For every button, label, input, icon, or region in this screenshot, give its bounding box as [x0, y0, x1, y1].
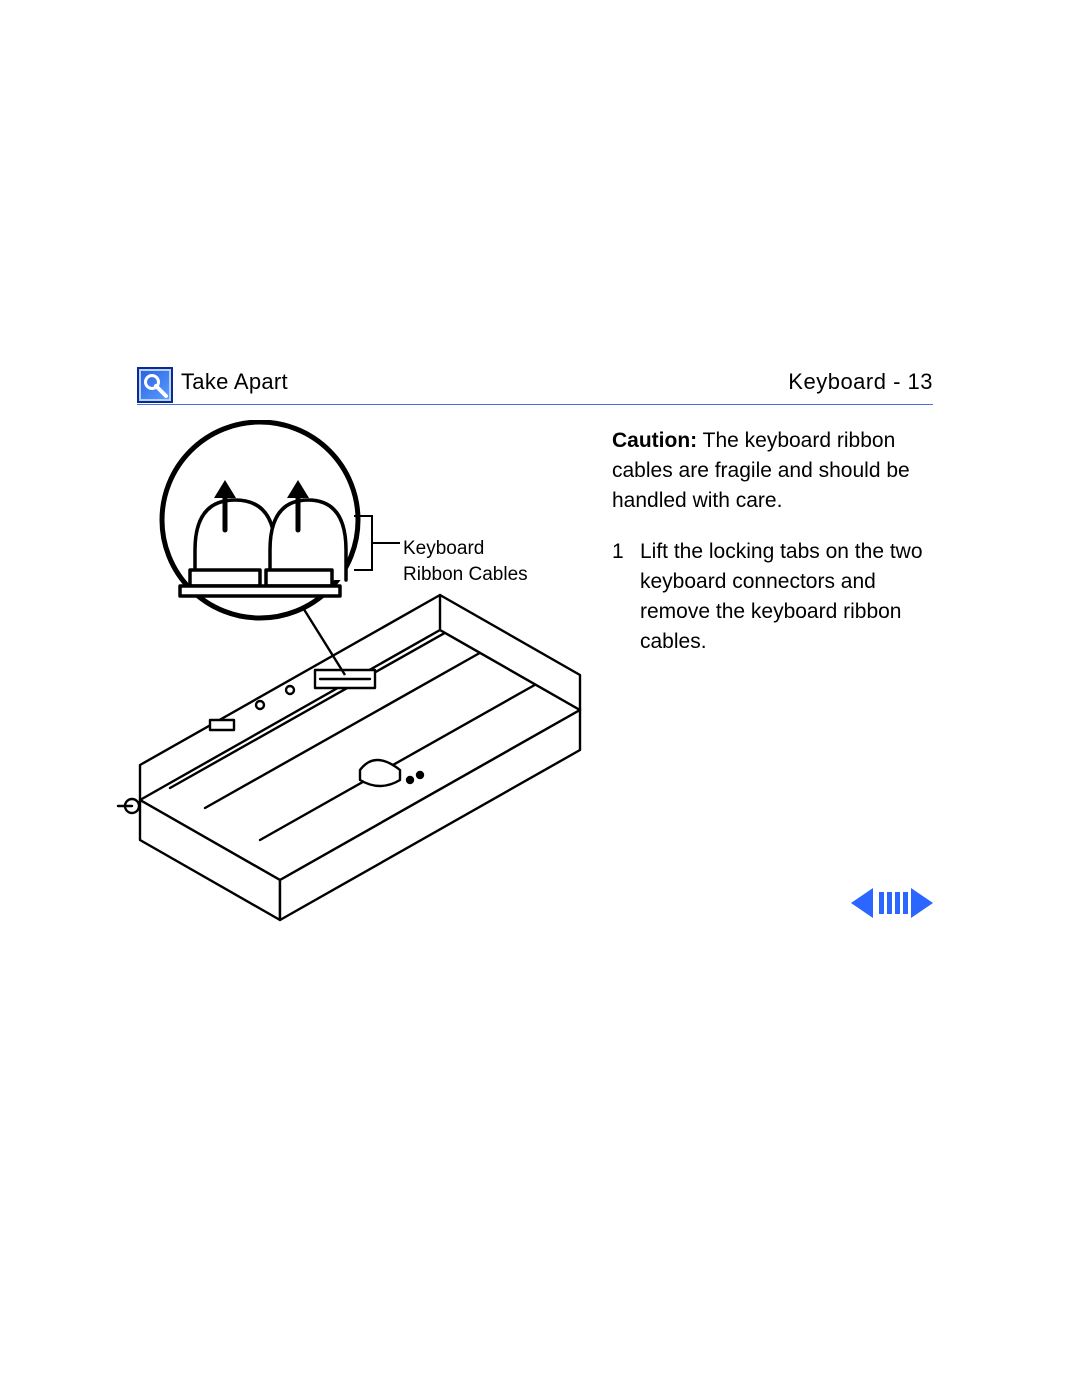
diagram-callout-label: Keyboard Ribbon Cables: [403, 536, 528, 587]
page: Take Apart Keyboard - 13: [0, 0, 1080, 1397]
nav-prev-button[interactable]: [851, 886, 877, 920]
instruction-column: Caution: The keyboard ribbon cables are …: [612, 426, 928, 657]
section-icon: [137, 367, 173, 403]
callout-line-2: Ribbon Cables: [403, 564, 528, 585]
step-item: 1 Lift the locking tabs on the two keybo…: [612, 537, 928, 656]
step-text: Lift the locking tabs on the two keyboar…: [640, 537, 928, 656]
callout-line-1: Keyboard: [403, 538, 484, 559]
keyboard-diagram: [110, 420, 595, 960]
section-title: Take Apart: [181, 369, 288, 395]
page-header: Take Apart Keyboard - 13: [137, 375, 933, 415]
page-reference: Keyboard - 13: [788, 369, 933, 395]
nav-index-button[interactable]: [877, 886, 909, 920]
page-nav: [851, 886, 933, 920]
caution-paragraph: Caution: The keyboard ribbon cables are …: [612, 426, 928, 515]
nav-next-button[interactable]: [909, 886, 933, 920]
step-number: 1: [612, 537, 640, 656]
caution-label: Caution:: [612, 429, 697, 452]
header-rule: [137, 404, 933, 405]
